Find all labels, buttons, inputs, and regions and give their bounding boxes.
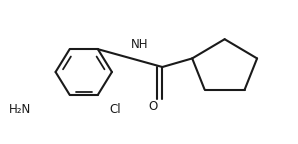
Text: O: O — [149, 100, 158, 113]
Text: Cl: Cl — [109, 103, 121, 116]
Text: H₂N: H₂N — [9, 103, 31, 116]
Text: NH: NH — [131, 38, 148, 51]
